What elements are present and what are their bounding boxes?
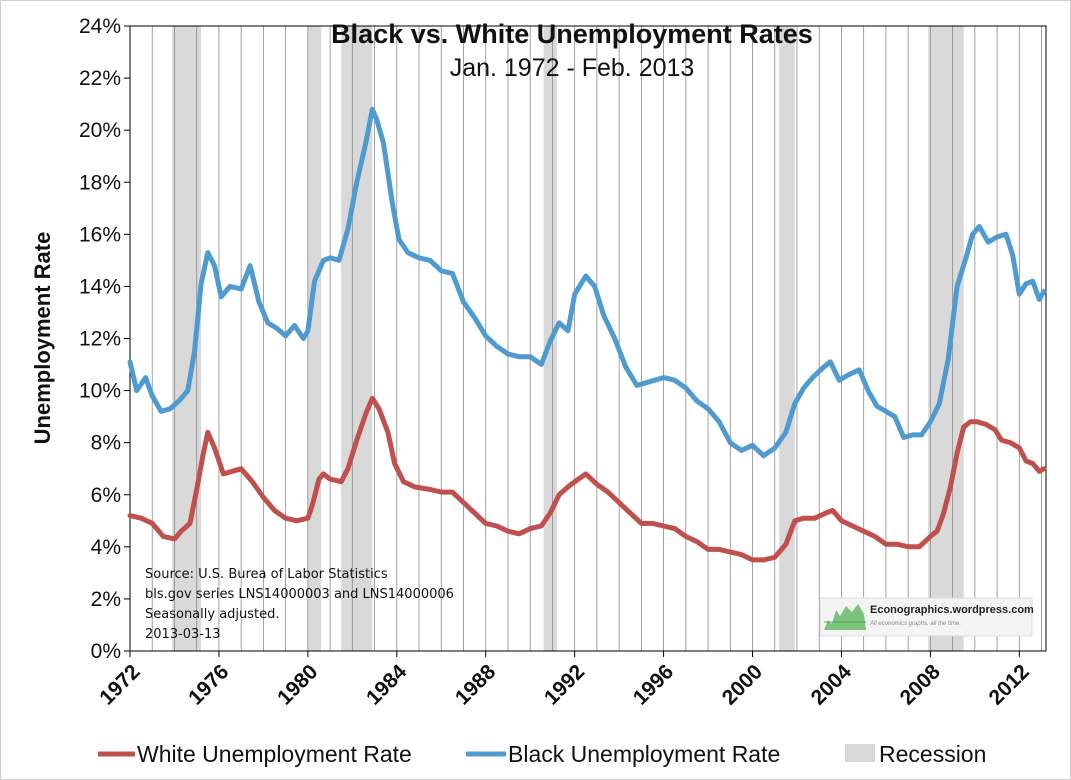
recession-band-3: [341, 26, 373, 651]
chart-title: Black vs. White Unemployment Rates: [331, 19, 813, 49]
y-tick-label-4: 4%: [91, 536, 121, 559]
legend: White Unemployment Rate Black Unemployme…: [98, 741, 986, 767]
source-line-4: 2013-03-13: [145, 627, 221, 642]
y-axis-ticks: 0% 2% 4% 6% 8% 10% 12% 14% 16% 18% 20% 22% 24%: [79, 15, 130, 663]
recession-band-6: [928, 26, 964, 651]
y-tick-label-16: 16%: [79, 223, 121, 246]
y-axis-label: Unemployment Rate: [30, 232, 55, 445]
source-line-1: Source: U.S. Burea of Labor Statistics: [145, 567, 388, 582]
source-line-2: bls.gov series LNS14000003 and LNS140000…: [145, 587, 454, 602]
recession-bands: [172, 26, 964, 651]
legend-swatch-recession: [845, 744, 875, 762]
y-tick-label-14: 14%: [79, 275, 121, 298]
legend-label-recession: Recession: [879, 741, 986, 767]
y-tick-label-8: 8%: [91, 432, 121, 455]
legend-label-white: White Unemployment Rate: [137, 741, 412, 767]
watermark-graph-icon: [824, 604, 866, 630]
watermark-logo: Econographics.wordpress.com All economic…: [819, 597, 1034, 637]
source-annotation: Source: U.S. Burea of Labor Statistics b…: [145, 567, 454, 642]
y-tick-label-20: 20%: [79, 119, 121, 142]
y-tick-label-18: 18%: [79, 171, 121, 194]
source-line-3: Seasonally adjusted.: [145, 607, 280, 622]
series-lines: [127, 106, 1047, 563]
series-black-line: [127, 106, 1047, 459]
recession-band-5: [779, 26, 795, 651]
watermark-text: Econographics.wordpress.com: [870, 604, 1034, 616]
legend-label-black: Black Unemployment Rate: [508, 741, 780, 767]
y-tick-label-22: 22%: [79, 67, 121, 90]
y-tick-label-10: 10%: [79, 380, 121, 403]
series-white-line: [127, 395, 1047, 563]
y-tick-label-12: 12%: [79, 328, 121, 351]
recession-band-2: [307, 26, 322, 651]
y-tick-label-6: 6%: [91, 484, 121, 507]
watermark-tagline: All economics graphs, all the time.: [869, 621, 961, 627]
y-tick-label-2: 2%: [91, 588, 121, 611]
y-tick-label-24: 24%: [79, 15, 121, 38]
y-tick-label-0: 0%: [91, 640, 121, 663]
chart-subtitle: Jan. 1972 - Feb. 2013: [450, 54, 695, 82]
